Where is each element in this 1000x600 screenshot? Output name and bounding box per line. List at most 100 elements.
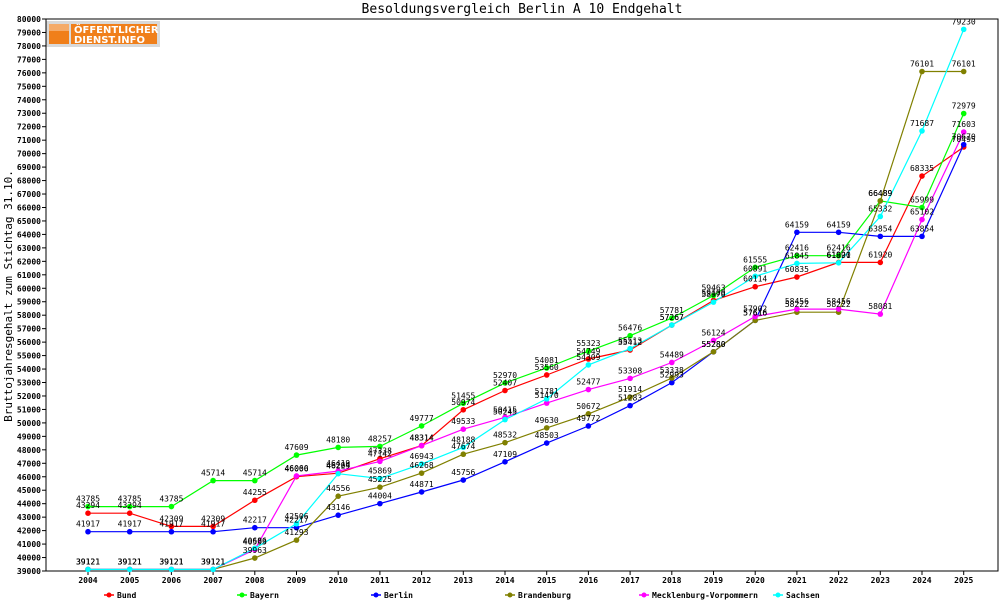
data-point-sachsen [960,26,967,33]
data-point-mecklenburg-vorpommern [293,473,300,479]
data-label-bund: 60114 [743,275,767,284]
y-tick-label: 40000 [17,554,41,563]
data-point-sachsen [919,128,925,134]
x-tick-label: 2013 [454,576,473,585]
data-label-sachsen: 45869 [368,467,392,476]
data-point-bayern [543,365,550,371]
data-label-bund: 55412 [618,338,642,347]
data-label-bayern: 54081 [535,356,559,365]
data-point-mecklenburg-vorpommern [585,386,592,393]
data-point-sachsen [543,396,550,402]
data-label-brandenburg: 66489 [868,189,892,198]
data-point-sachsen [418,461,425,467]
x-tick-label: 2022 [829,576,848,585]
data-label-bund: 60835 [785,265,809,274]
data-point-brandenburg [585,411,592,417]
data-label-sachsen: 61891 [827,251,851,260]
series-line-bayern [88,113,965,508]
data-label-sachsen: 60891 [743,264,767,273]
data-point-brandenburg [335,493,342,499]
data-label-bayern: 47609 [284,443,308,452]
data-label-bund: 50974 [451,398,475,407]
data-label-brandenburg: 55280 [701,340,725,349]
data-label-bayern: 57781 [660,306,684,315]
data-label-mecklenburg-vorpommern: 47142 [368,449,392,458]
data-label-brandenburg: 48532 [493,431,517,440]
y-tick-label: 67000 [17,190,41,199]
data-point-mecklenburg-vorpommern [460,426,467,432]
data-point-brandenburg [627,394,633,400]
y-tick-label: 57000 [17,325,41,334]
data-point-mecklenburg-vorpommern [919,216,925,223]
data-point-bayern [585,348,592,355]
data-point-bayern [752,264,758,271]
y-tick-label: 80000 [17,15,41,24]
y-tick-label: 79000 [17,28,41,37]
data-point-bund [502,387,508,394]
data-label-brandenburg: 58222 [785,300,809,309]
legend-marker-bayern [239,592,245,598]
data-point-sachsen [293,520,300,527]
data-point-berlin [877,233,884,240]
data-label-sachsen: 39121 [118,557,142,566]
x-tick-label: 2009 [287,576,306,585]
data-point-brandenburg [669,375,675,381]
data-point-berlin [85,528,91,535]
data-point-bund [460,406,467,413]
y-tick-label: 59000 [17,298,41,307]
data-point-brandenburg [252,555,258,561]
data-label-berlin: 41917 [118,520,142,529]
data-point-bayern [210,477,216,484]
y-tick-label: 74000 [17,96,41,105]
axes: 39000 40000 41000 42000 43000 44000 45000 46000… [17,15,999,585]
data-label-mecklenburg-vorpommern: 65102 [910,208,934,217]
data-point-sachsen [502,416,508,423]
data-point-bund [794,274,800,280]
data-label-brandenburg: 41293 [284,528,308,537]
logo-emblem [49,24,69,44]
y-tick-label: 73000 [17,109,41,118]
data-label-bund: 42309 [201,514,225,523]
data-label-berlin: 44871 [410,480,434,489]
y-tick-label: 65000 [17,217,41,226]
data-label-brandenburg: 39121 [76,557,100,566]
data-point-brandenburg [460,451,467,458]
x-tick-label: 2021 [787,576,806,585]
y-tick-label: 66000 [17,203,41,212]
data-point-berlin [585,423,592,429]
data-labels: 43294 43294 42309 42309 44255 46006 46264 47338… [76,17,976,566]
data-label-mecklenburg-vorpommern: 56124 [701,328,725,337]
data-label-bayern: 43785 [159,495,183,504]
data-label-bayern: 66489 [868,189,892,198]
legend-marker-bund [106,592,112,598]
data-point-bund [919,173,925,179]
data-label-brandenburg: 51914 [618,385,642,394]
legend-label-bund: Bund [117,591,136,600]
data-label-bund: 54749 [576,347,600,356]
data-label-bund: 68335 [910,164,934,173]
data-point-sachsen [877,213,884,220]
legend-label-berlin: Berlin [384,590,413,600]
data-point-sachsen [794,260,800,267]
legend-label-bayern: Bayern [250,591,279,600]
data-label-mecklenburg-vorpommern: 71603 [952,120,976,129]
data-point-brandenburg [293,537,300,543]
data-point-bund [543,372,550,378]
data-label-mecklenburg-vorpommern: 46060 [284,464,308,473]
data-point-brandenburg [877,198,884,204]
legend-label-brandenburg: Brandenburg [518,591,571,600]
logo-line-1: ÖFFENTLICHER [74,22,159,36]
data-point-bayern [85,503,91,510]
data-label-bayern: 61555 [743,255,767,264]
series-line-sachsen [88,29,965,571]
data-label-bayern: 43785 [76,495,100,504]
data-label-berlin: 45756 [451,468,475,477]
data-label-sachsen: 48188 [451,435,475,444]
data-label-brandenburg: 39121 [118,557,142,566]
data-point-bayern [794,252,800,259]
data-point-mecklenburg-vorpommern [960,129,967,135]
y-tick-label: 56000 [17,338,41,347]
y-tick-label: 71000 [17,136,41,145]
y-tick-label: 76000 [17,69,41,78]
y-tick-label: 60000 [17,284,41,293]
